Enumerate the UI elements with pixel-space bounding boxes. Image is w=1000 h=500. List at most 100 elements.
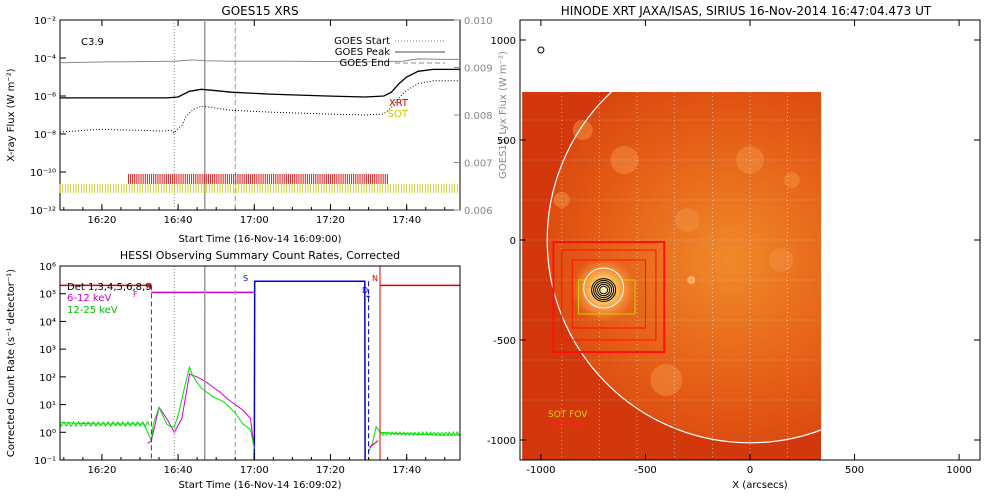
hessi-xtick-label: 17:40 — [392, 465, 421, 476]
small-bright-point — [687, 276, 696, 284]
goes-ytick-right-label: 0.009 — [464, 64, 493, 75]
goes-ytick-label: 10⁻¹² — [30, 206, 56, 217]
xrt-xtick-label: -500 — [634, 465, 657, 476]
bright-patch — [610, 146, 639, 174]
goes-xrt-label: XRT — [389, 98, 409, 109]
xrt-xrt-fov-label: XRT FOV — [548, 420, 587, 430]
hessi-ytick-label: 10⁴ — [39, 317, 56, 328]
xrt-ticks: -1000 -500 0 500 1000 1000 500 0 -500 -1000 — [487, 20, 980, 476]
hessi-legend-det: Det 1,3,4,5,6,8,9 — [67, 282, 152, 293]
hessi-xlabel: Start Time (16-Nov-14 16:09:02) — [178, 480, 341, 491]
hessi-legend-12-25: 12-25 keV — [67, 305, 118, 316]
xrt-image — [522, 46, 822, 460]
xrt-ytick-label: 500 — [497, 136, 516, 147]
xrt-sot-fov-label: SOT FOV — [548, 410, 588, 420]
hessi-ytick-label: 10² — [39, 373, 56, 384]
goes-ytick-right-label: 0.010 — [464, 16, 493, 27]
hessi-ytick-label: 10⁶ — [39, 262, 56, 273]
hessi-ylabel: Corrected Count Rate (s⁻¹ detector⁻¹) — [6, 269, 17, 457]
goes-ytick-label: 10⁻⁴ — [34, 54, 56, 65]
hessi-ytick-label: 10¹ — [39, 401, 56, 412]
goes-xlabel: Start Time (16-Nov-14 16:09:00) — [178, 234, 341, 245]
xrt-title: HINODE XRT JAXA/ISAS, SIRIUS 16-Nov-2014… — [561, 4, 932, 18]
bright-patch — [650, 364, 683, 396]
hessi-vlines — [150, 266, 381, 460]
rhessi-contour — [597, 283, 611, 297]
rhessi-contour — [595, 281, 613, 299]
hessi-12-25-line-0 — [59, 365, 255, 449]
hessi-ytick-label: 10⁻¹ — [34, 456, 56, 467]
bright-patch — [572, 120, 593, 140]
hessi-legend-6-12: 6-12 keV — [67, 293, 111, 304]
goes-xtick-label: 17:40 — [392, 215, 421, 226]
hessi-xtick-label: 17:00 — [240, 465, 269, 476]
hessi-frame — [59, 265, 461, 461]
xrt-xtick-label: 0 — [747, 465, 753, 476]
goes-series — [59, 58, 460, 134]
goes-obs-bars — [59, 174, 458, 193]
goes-ytick-label: 10⁻⁸ — [34, 130, 56, 141]
hessi-12-25-noise — [59, 420, 150, 428]
goes-xtick-label: 16:40 — [164, 215, 193, 226]
goes-class-label: C3.9 — [81, 37, 104, 48]
xrt-ytick-label: -500 — [493, 336, 516, 347]
goes-title: GOES15 XRS — [221, 4, 298, 18]
solar-limb — [546, 92, 822, 444]
hessi-series — [59, 280, 461, 461]
xrt-ytick-label: 0 — [510, 236, 516, 247]
xrt-fov-mid — [561, 249, 657, 341]
sot-fov — [578, 279, 636, 315]
goes-sot-label: SOT — [388, 109, 409, 120]
goes-xtick-label: 17:20 — [316, 215, 345, 226]
goes-ytick-right-label: 0.006 — [464, 206, 493, 217]
xrt-xtick-label: 500 — [845, 465, 864, 476]
bright-patch — [783, 172, 800, 188]
xrt-xtick-label: -1000 — [526, 465, 555, 476]
goes-short-line — [59, 80, 460, 134]
hessi-flag-d: D — [362, 286, 368, 295]
hessi-12-25-noise-2 — [379, 430, 461, 437]
goes-xtick-label: 17:00 — [240, 215, 269, 226]
goes-ytick-right-label: 0.007 — [464, 159, 493, 170]
goes-legend-start: GOES Start — [334, 36, 390, 47]
hessi-xtick-label: 16:40 — [164, 465, 193, 476]
hessi-ytick-label: 10³ — [39, 345, 56, 356]
xrt-fov-large — [552, 241, 666, 353]
goes-legend-end: GOES End — [340, 58, 390, 69]
xrt-image-clip — [522, 92, 822, 460]
white-contour — [583, 267, 625, 309]
xrt-fov-small — [571, 259, 646, 329]
hessi-ticks: 16:20 16:40 17:00 17:20 17:40 10⁻¹ 10⁰ 10¹ 10² 10… — [34, 262, 446, 476]
goes-ytick-label: 10⁻² — [34, 16, 56, 27]
hessi-xtick-label: 16:20 — [87, 465, 116, 476]
goes-ytick-right-label: 0.008 — [464, 111, 493, 122]
xrt-ytick-label: 1000 — [491, 36, 516, 47]
hessi-ytick-label: 10⁵ — [39, 290, 56, 301]
xrt-ytick-label: -1000 — [487, 436, 516, 447]
bright-patch — [675, 208, 700, 232]
hessi-saa-line — [253, 280, 366, 461]
rhessi-contour — [593, 280, 615, 300]
hessi-flag-n1: N — [146, 282, 152, 291]
hessi-panel: HESSI Observing Summary Count Rates, Cor… — [6, 249, 461, 491]
hessi-flag-n2: N — [372, 274, 378, 283]
xrt-xtick-label: 1000 — [946, 465, 971, 476]
hessi-12-25-line-1 — [368, 425, 460, 452]
goes-ytick-label: 10⁻¹⁰ — [30, 168, 56, 179]
reference-marker — [537, 46, 545, 54]
rhessi-contour — [591, 278, 617, 302]
hessi-ytick-label: 10⁰ — [39, 428, 56, 439]
goes-long-line — [60, 68, 460, 99]
hessi-title: HESSI Observing Summary Count Rates, Cor… — [120, 249, 400, 262]
goes-ylabel-right: GOES15 Lyx Flux (W m⁻²) — [498, 51, 509, 179]
xrt-xlabel: X (arcsecs) — [732, 480, 788, 491]
hessi-6-12-post-saa — [368, 440, 379, 448]
bright-patch — [769, 248, 794, 272]
goes-panel: GOES15 XRS 16:20 16:40 17:00 17:20 17:40 10⁻¹… — [6, 4, 509, 245]
active-region-glow — [571, 258, 636, 322]
hessi-flag-f: F — [133, 290, 138, 299]
xrt-panel: HINODE XRT JAXA/ISAS, SIRIUS 16-Nov-2014… — [487, 4, 981, 491]
goes-legend-peak: GOES Peak — [335, 47, 390, 58]
goes-xtick-label: 16:20 — [87, 215, 116, 226]
